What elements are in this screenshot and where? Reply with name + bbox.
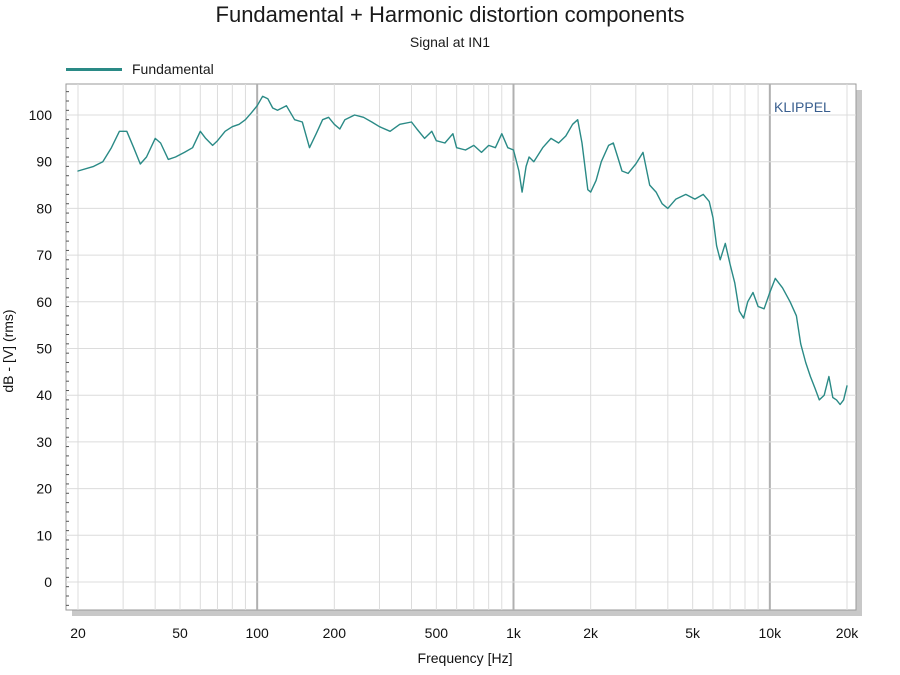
y-axis-label: dB - [V] (rms) bbox=[0, 309, 16, 393]
series-layer bbox=[77, 95, 848, 406]
x-tick-label: 20 bbox=[70, 625, 86, 641]
x-tick-label: 500 bbox=[425, 625, 449, 641]
y-tick-label: 20 bbox=[36, 481, 52, 497]
y-tick-label: 90 bbox=[36, 154, 52, 170]
series-line-fundamental bbox=[77, 95, 848, 406]
legend: Fundamental bbox=[66, 60, 214, 78]
chart-title: Fundamental + Harmonic distortion compon… bbox=[215, 2, 685, 27]
legend-label-fundamental: Fundamental bbox=[132, 61, 214, 77]
y-tick-label: 40 bbox=[36, 387, 52, 403]
x-tick-label: 2k bbox=[583, 625, 599, 641]
klippel-watermark: KLIPPEL bbox=[774, 99, 831, 115]
y-tick-label: 60 bbox=[36, 294, 52, 310]
x-tick-label: 100 bbox=[245, 625, 269, 641]
x-tick-label: 20k bbox=[836, 625, 860, 641]
y-tick-label: 80 bbox=[36, 200, 52, 216]
y-tick-label: 30 bbox=[36, 434, 52, 450]
x-tick-label: 200 bbox=[323, 625, 347, 641]
y-tick-label: 0 bbox=[44, 574, 52, 590]
x-tick-label: 50 bbox=[172, 625, 188, 641]
axes: 0 10 20 30 40 50 60 70 80 90 100 20 50 100 200 500 1k 2k 5… bbox=[29, 91, 860, 641]
plot-frame bbox=[65, 83, 857, 611]
x-tick-label: 5k bbox=[685, 625, 701, 641]
y-tick-label: 70 bbox=[36, 247, 52, 263]
x-tick-label: 10k bbox=[759, 625, 783, 641]
grid bbox=[65, 83, 862, 616]
x-tick-label: 1k bbox=[506, 625, 522, 641]
y-tick-label: 10 bbox=[36, 527, 52, 543]
legend-swatch-fundamental bbox=[66, 67, 122, 71]
y-tick-label: 100 bbox=[29, 107, 53, 123]
x-axis-label: Frequency [Hz] bbox=[417, 650, 513, 666]
y-tick-label: 50 bbox=[36, 341, 52, 357]
chart-subtitle: Signal at IN1 bbox=[409, 34, 491, 50]
